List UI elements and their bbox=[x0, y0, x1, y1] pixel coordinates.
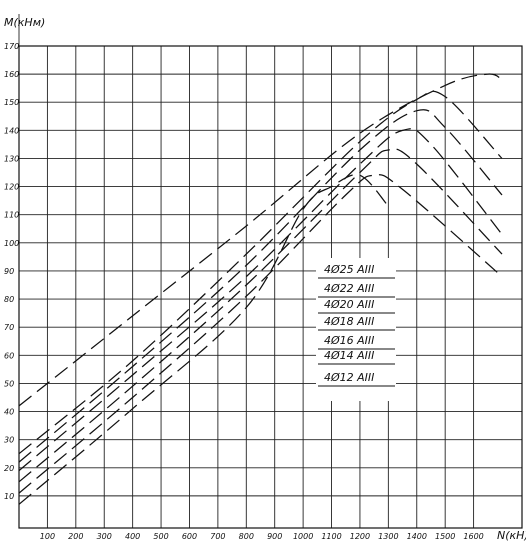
legend-entry: 4Ø20 AIII bbox=[324, 298, 374, 311]
y-tick-label: 30 bbox=[4, 436, 14, 445]
x-tick-label: 1000 bbox=[293, 532, 313, 541]
y-tick-labels: 10 20 30 40 50 60 70 80 90 100 110 120 130 140 150 160 1… bbox=[4, 42, 19, 501]
y-tick-label: 160 bbox=[4, 70, 19, 79]
series-line-5 bbox=[18, 148, 503, 483]
x-tick-label: 500 bbox=[153, 532, 168, 541]
legend: 4Ø25 AIII 4Ø22 AIII 4Ø20 AIII 4Ø18 AIII 4Ø16… bbox=[316, 258, 396, 401]
legend-entry: 4Ø25 AIII bbox=[324, 263, 374, 276]
y-axis-label: M(кНм) bbox=[4, 16, 45, 29]
series-line-3 bbox=[18, 109, 503, 463]
y-tick-label: 40 bbox=[4, 408, 14, 417]
x-tick-label: 400 bbox=[125, 532, 140, 541]
y-tick-label: 60 bbox=[4, 351, 14, 360]
series-line-6 bbox=[18, 174, 503, 494]
legend-entry: 4Ø16 AIII bbox=[324, 334, 374, 347]
y-tick-label: 100 bbox=[4, 239, 19, 248]
series-lines bbox=[18, 73, 503, 505]
y-tick-label: 110 bbox=[4, 211, 19, 220]
x-tick-label: 100 bbox=[40, 532, 55, 541]
series-line-4 bbox=[18, 128, 503, 472]
y-tick-label: 20 bbox=[4, 464, 14, 473]
x-tick-label: 600 bbox=[182, 532, 197, 541]
plot-frame bbox=[18, 45, 523, 529]
x-tick-label: 700 bbox=[210, 532, 225, 541]
y-tick-label: 170 bbox=[4, 42, 19, 51]
legend-entry: 4Ø18 AIII bbox=[324, 315, 374, 328]
series-line-1 bbox=[18, 73, 503, 407]
y-tick-label: 130 bbox=[4, 154, 19, 163]
x-tick-label: 900 bbox=[267, 532, 282, 541]
series-line-2 bbox=[18, 90, 503, 455]
y-tick-label: 70 bbox=[4, 323, 14, 332]
legend-entry: 4Ø14 AIII bbox=[324, 349, 374, 362]
legend-entry: 4Ø22 AIII bbox=[324, 282, 374, 295]
grid bbox=[18, 14, 522, 528]
y-tick-label: 80 bbox=[4, 295, 14, 304]
x-tick-labels: 100 200 300 400 500 600 700 800 900 1000 1100 1200 1… bbox=[40, 532, 484, 541]
series-line-7 bbox=[18, 174, 389, 505]
y-tick-label: 10 bbox=[4, 492, 14, 501]
x-tick-label: 1100 bbox=[321, 532, 341, 541]
x-tick-label: 1500 bbox=[435, 532, 455, 541]
legend-entry: 4Ø12 AIII bbox=[324, 371, 374, 384]
y-tick-label: 50 bbox=[4, 379, 14, 388]
x-tick-label: 1400 bbox=[407, 532, 427, 541]
y-tick-label: 90 bbox=[4, 267, 14, 276]
x-tick-label: 1300 bbox=[378, 532, 398, 541]
x-tick-label: 200 bbox=[68, 532, 83, 541]
x-tick-label: 800 bbox=[239, 532, 254, 541]
x-axis-label: N(кН) bbox=[497, 529, 526, 542]
x-tick-label: 1600 bbox=[463, 532, 483, 541]
y-tick-label: 140 bbox=[4, 126, 19, 135]
x-tick-label: 300 bbox=[97, 532, 112, 541]
x-tick-label: 1200 bbox=[350, 532, 370, 541]
y-tick-label: 120 bbox=[4, 183, 19, 192]
y-tick-label: 150 bbox=[4, 98, 19, 107]
